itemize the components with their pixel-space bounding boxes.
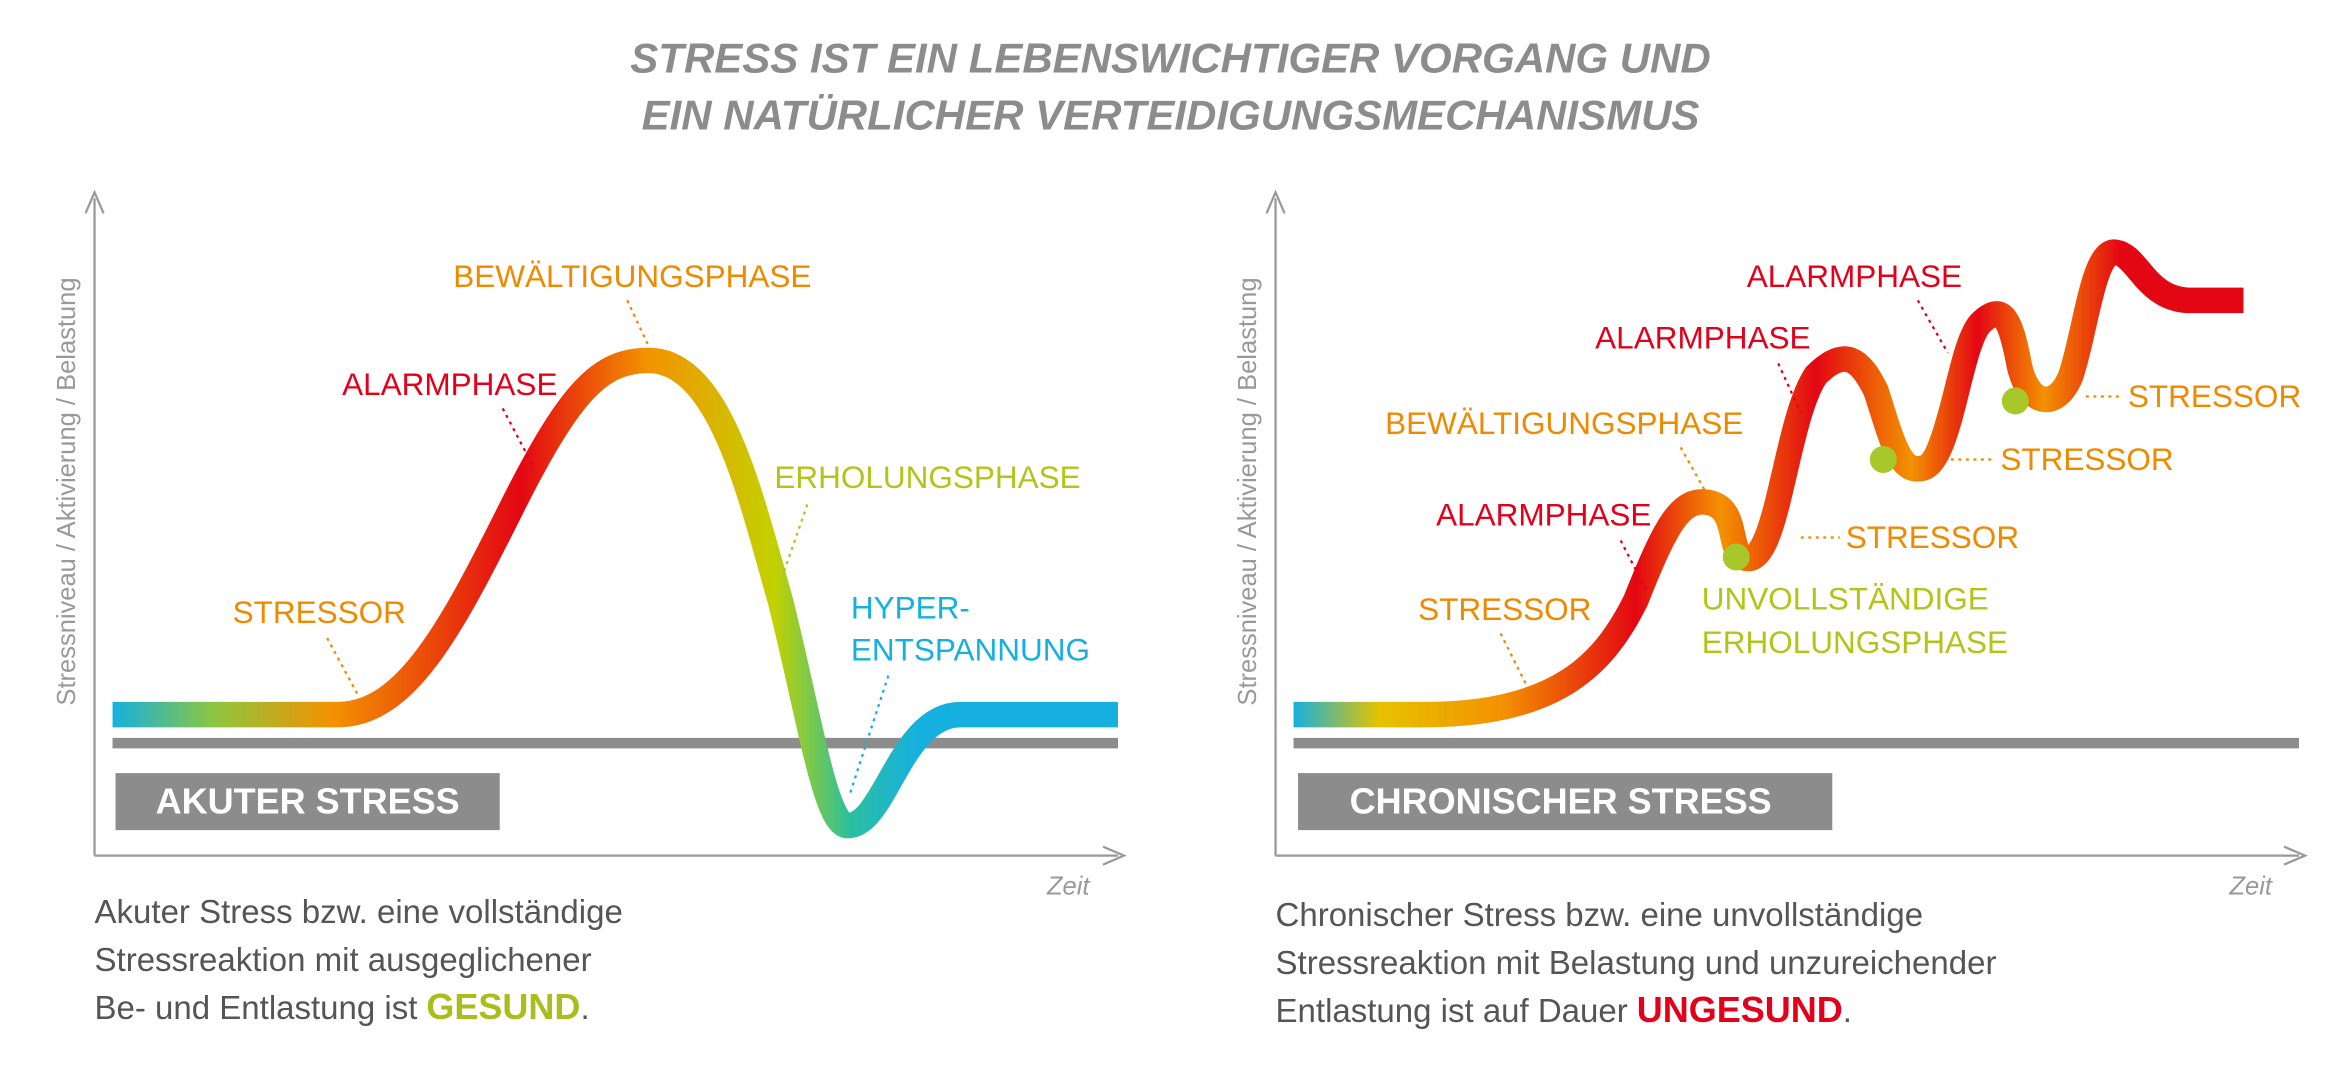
label-box xyxy=(115,773,500,831)
y-axis-label: Stressniveau / Aktivierung / Belastung xyxy=(1234,277,1262,705)
phase-label: ALARMPHASE xyxy=(342,366,557,402)
phase-label: BEWÄLTIGUNGSPHASE xyxy=(1385,405,1743,441)
caption-line: Be- und Entlastung ist GESUND. xyxy=(95,986,590,1027)
stressor-dot xyxy=(2001,387,2029,415)
x-axis-label: Zeit xyxy=(1046,873,1090,901)
x-axis xyxy=(1275,845,2308,866)
stress-curve xyxy=(1293,239,2244,728)
caption-text: Entlastung ist auf Dauer xyxy=(1276,992,1628,1029)
phase-label: ALARMPHASE xyxy=(1436,496,1651,532)
leader xyxy=(1619,539,1649,594)
phase-label: HYPER- xyxy=(851,590,970,626)
phase-label: STRESSOR xyxy=(1846,519,2019,555)
phase-label: ALARMPHASE xyxy=(1747,258,1962,294)
caption-line: Stressreaktion mit Belastung und unzurei… xyxy=(1276,944,1997,981)
box-label: AKUTER STRESS xyxy=(156,781,460,822)
phase-label: ENTSPANNUNG xyxy=(851,632,1090,668)
leader xyxy=(501,407,534,466)
caption-text: . xyxy=(1843,992,1852,1029)
leader xyxy=(626,299,650,346)
leader xyxy=(1916,299,1949,354)
stress-curve xyxy=(112,347,1118,839)
phase-label: ERHOLUNGSPHASE xyxy=(1702,624,2008,660)
caption-emphasis: UNGESUND xyxy=(1637,989,1843,1030)
box-label: CHRONISCHER STRESS xyxy=(1350,781,1772,822)
left-panel: Stressniveau / Aktivierung / Belastung Z… xyxy=(53,189,1127,1027)
phase-label: BEWÄLTIGUNGSPHASE xyxy=(453,258,811,294)
title-line: EIN NATÜRLICHER VERTEIDIGUNGSMECHANISMUS xyxy=(642,91,1700,138)
caption-line: Akuter Stress bzw. eine vollständige xyxy=(95,893,623,930)
leader xyxy=(1777,362,1802,414)
title-line: STRESS IST EIN LEBENSWICHTIGER VORGANG U… xyxy=(630,34,1710,81)
leader xyxy=(1679,446,1709,497)
leader xyxy=(326,637,359,695)
leader xyxy=(782,504,809,574)
stressor-dot xyxy=(1869,445,1897,473)
y-axis xyxy=(84,189,105,856)
phase-label: ALARMPHASE xyxy=(1595,319,1810,355)
phase-label: ERHOLUNGSPHASE xyxy=(774,459,1080,495)
phase-label: STRESSOR xyxy=(1418,591,1591,627)
x-axis-label: Zeit xyxy=(2228,873,2272,901)
caption-line: Entlastung ist auf Dauer UNGESUND. xyxy=(1276,989,1852,1030)
label-box xyxy=(1298,773,1833,831)
phase-label: STRESSOR xyxy=(233,594,406,630)
phase-label: UNVOLLSTÄNDIGE xyxy=(1702,581,1989,617)
caption-line: Chronischer Stress bzw. eine unvollständ… xyxy=(1276,896,1924,933)
caption-line: Stressreaktion mit ausgeglichener xyxy=(95,941,592,978)
y-axis xyxy=(1265,189,1286,856)
x-axis xyxy=(94,845,1127,866)
leader xyxy=(1499,633,1529,689)
leader xyxy=(848,675,890,796)
y-axis-label: Stressniveau / Aktivierung / Belastung xyxy=(53,277,81,705)
phase-label: STRESSOR xyxy=(2000,441,2173,477)
phase-label: STRESSOR xyxy=(2128,378,2301,414)
caption-text: Be- und Entlastung ist xyxy=(95,989,418,1026)
right-panel: Stressniveau / Aktivierung / Belastung Z… xyxy=(1234,189,2308,1030)
caption-emphasis: GESUND xyxy=(426,986,580,1027)
stressor-dot xyxy=(1722,543,1750,571)
caption-text: . xyxy=(580,989,589,1026)
